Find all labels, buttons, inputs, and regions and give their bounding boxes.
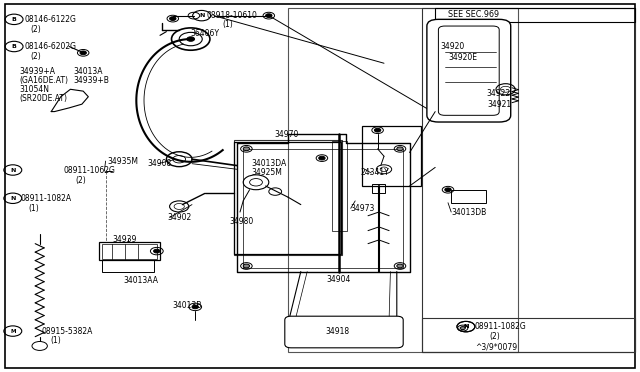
Text: 34925M: 34925M [252, 169, 282, 177]
Bar [372, 184, 385, 193]
Text: 08911-1082G: 08911-1082G [475, 322, 527, 331]
Text: 34939+B: 34939+B [74, 76, 109, 85]
Text: 34902: 34902 [168, 213, 192, 222]
Text: 08918-10610: 08918-10610 [207, 11, 257, 20]
Text: B: B [12, 17, 17, 22]
Bar [451, 190, 486, 203]
Circle shape [374, 128, 381, 132]
Text: (2): (2) [30, 52, 41, 61]
Text: N: N [10, 167, 15, 173]
Text: 08915-5382A: 08915-5382A [42, 327, 93, 336]
Text: 34918: 34918 [325, 327, 349, 336]
Text: 34939: 34939 [112, 235, 136, 244]
Text: 34973: 34973 [351, 204, 375, 213]
Circle shape [319, 156, 325, 160]
Bar [102, 260, 154, 272]
Text: (2): (2) [76, 176, 86, 185]
Bar [99, 242, 160, 260]
Text: N: N [463, 324, 468, 329]
Text: 34013AA: 34013AA [124, 276, 159, 285]
Bar [234, 142, 341, 254]
Text: 34920: 34920 [440, 42, 465, 51]
Text: (2): (2) [489, 332, 500, 341]
Text: 08146-6202G: 08146-6202G [24, 42, 76, 51]
Circle shape [187, 37, 195, 41]
Text: 34922: 34922 [486, 89, 511, 98]
Text: 31054N: 31054N [19, 85, 49, 94]
Text: (2): (2) [30, 25, 41, 34]
Circle shape [397, 147, 403, 151]
Text: 34935M: 34935M [108, 157, 138, 166]
Text: 34013B: 34013B [173, 301, 202, 310]
Circle shape [32, 341, 47, 350]
Text: 34013DB: 34013DB [451, 208, 486, 217]
Bar [422, 318, 635, 352]
Text: 34920E: 34920E [448, 53, 477, 62]
Circle shape [266, 14, 272, 17]
Text: (1): (1) [29, 204, 40, 213]
Bar [362, 126, 421, 186]
Circle shape [154, 249, 160, 253]
Text: N: N [10, 196, 15, 201]
Text: (1): (1) [222, 20, 233, 29]
FancyBboxPatch shape [285, 316, 403, 348]
Circle shape [170, 17, 176, 20]
Text: N: N [199, 13, 204, 18]
Circle shape [192, 305, 198, 309]
Text: 34904: 34904 [326, 275, 351, 284]
Circle shape [460, 327, 465, 330]
Text: ^3/9*0079: ^3/9*0079 [475, 342, 517, 351]
Bar [332, 141, 347, 231]
Text: N: N [463, 324, 468, 329]
Bar [102, 244, 157, 259]
Circle shape [80, 51, 86, 55]
Text: 34013A: 34013A [74, 67, 103, 76]
Text: 36406Y: 36406Y [190, 29, 219, 38]
Bar [288, 8, 518, 352]
Text: (SR20DE.AT): (SR20DE.AT) [19, 94, 67, 103]
Text: 34921: 34921 [488, 100, 512, 109]
Circle shape [445, 188, 451, 192]
Text: 08146-6122G: 08146-6122G [24, 15, 76, 24]
Text: 34908: 34908 [147, 159, 172, 168]
Text: 08911-1062G: 08911-1062G [64, 166, 116, 174]
Text: 34970: 34970 [274, 130, 298, 139]
Bar [234, 140, 342, 255]
Circle shape [243, 264, 250, 268]
Text: 34980: 34980 [229, 217, 253, 226]
Text: M: M [10, 328, 15, 334]
Text: 34013DA: 34013DA [252, 159, 287, 168]
Text: 08911-1082A: 08911-1082A [20, 194, 72, 203]
FancyBboxPatch shape [427, 19, 511, 122]
Text: SEE SEC.969: SEE SEC.969 [448, 10, 499, 19]
Text: B: B [12, 44, 17, 49]
Text: (GA16DE.AT): (GA16DE.AT) [19, 76, 68, 85]
Circle shape [397, 264, 403, 268]
Text: 34939+A: 34939+A [19, 67, 55, 76]
Text: 24341Y: 24341Y [361, 169, 390, 177]
Bar [435, 8, 635, 22]
Circle shape [243, 147, 250, 151]
Bar [422, 8, 635, 352]
Text: (1): (1) [50, 336, 61, 345]
